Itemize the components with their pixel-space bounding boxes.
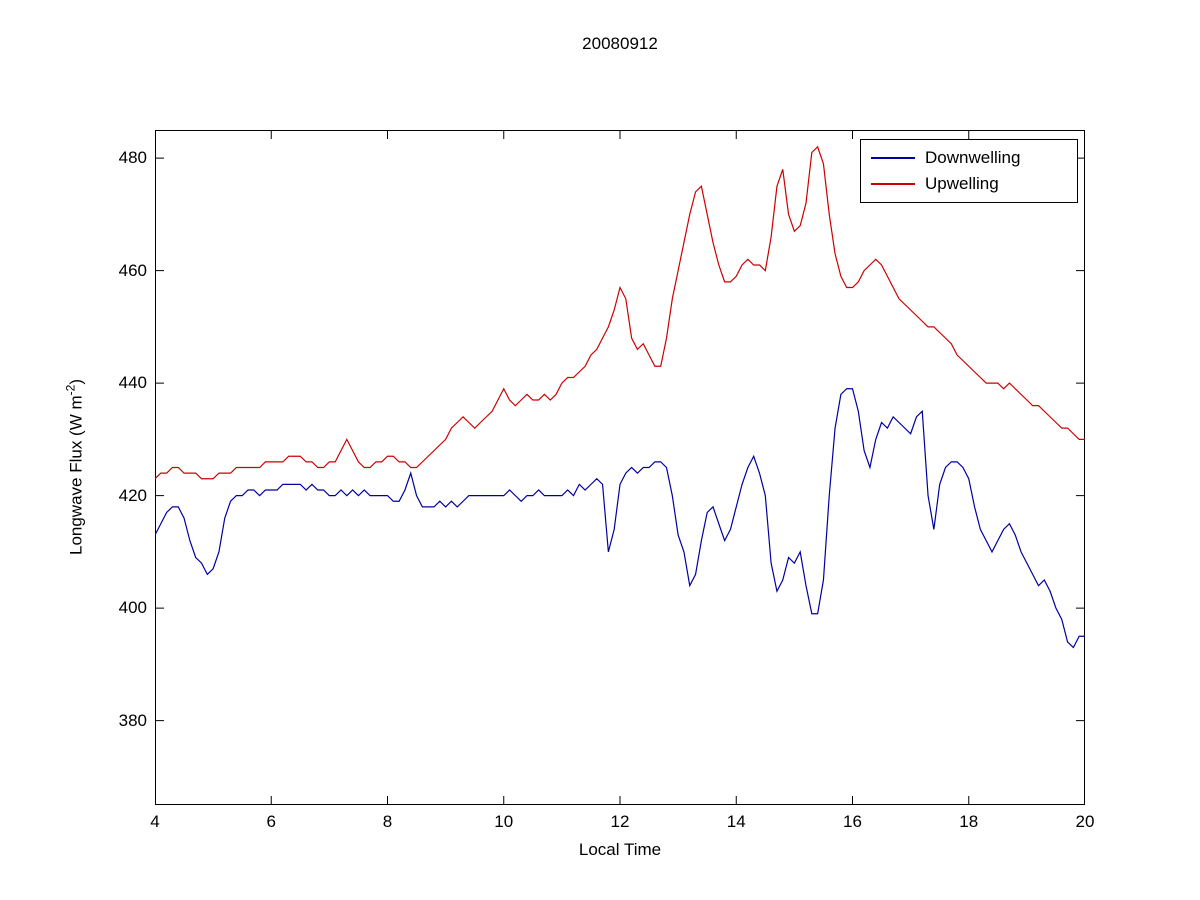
y-tick-label: 400 <box>118 598 147 618</box>
x-tick-label: 8 <box>382 812 393 831</box>
y-tick-label: 480 <box>118 148 147 168</box>
plot-title: 20080912 <box>582 34 658 53</box>
legend-item-upwelling: Upwelling <box>861 171 1077 197</box>
x-tick-label: 20 <box>1075 812 1095 831</box>
downwelling-line <box>155 388 1085 649</box>
x-tick-label: 12 <box>610 812 630 831</box>
x-tick-label: 14 <box>726 812 746 831</box>
downwelling-line-sample <box>871 157 915 159</box>
x-tick-label: 10 <box>494 812 514 831</box>
plot-area <box>155 130 1085 805</box>
legend-label-upwelling: Upwelling <box>925 174 999 193</box>
y-axis-label: Longwave Flux (W m-2) <box>64 379 87 555</box>
x-tick-label: 18 <box>959 812 979 831</box>
y-axis-label-main: Longwave Flux (W m <box>66 395 86 556</box>
legend: Downwelling Upwelling <box>860 139 1078 203</box>
y-tick-label: 380 <box>118 710 147 730</box>
legend-label-downwelling: Downwelling <box>925 148 1021 167</box>
y-tick-label: 440 <box>118 373 147 393</box>
x-tick-label: 4 <box>150 812 160 831</box>
y-tick-label: 420 <box>118 485 147 505</box>
x-tick-label: 16 <box>843 812 862 831</box>
x-tick-label: 6 <box>266 812 276 831</box>
y-axis-label-close: ) <box>66 378 86 385</box>
y-axis-label-sup: -2 <box>63 384 78 396</box>
upwelling-line-sample <box>871 183 915 185</box>
legend-item-downwelling: Downwelling <box>861 145 1077 171</box>
x-axis-label: Local Time <box>578 840 662 859</box>
y-tick-label: 460 <box>118 260 147 280</box>
upwelling-line <box>155 145 1085 480</box>
